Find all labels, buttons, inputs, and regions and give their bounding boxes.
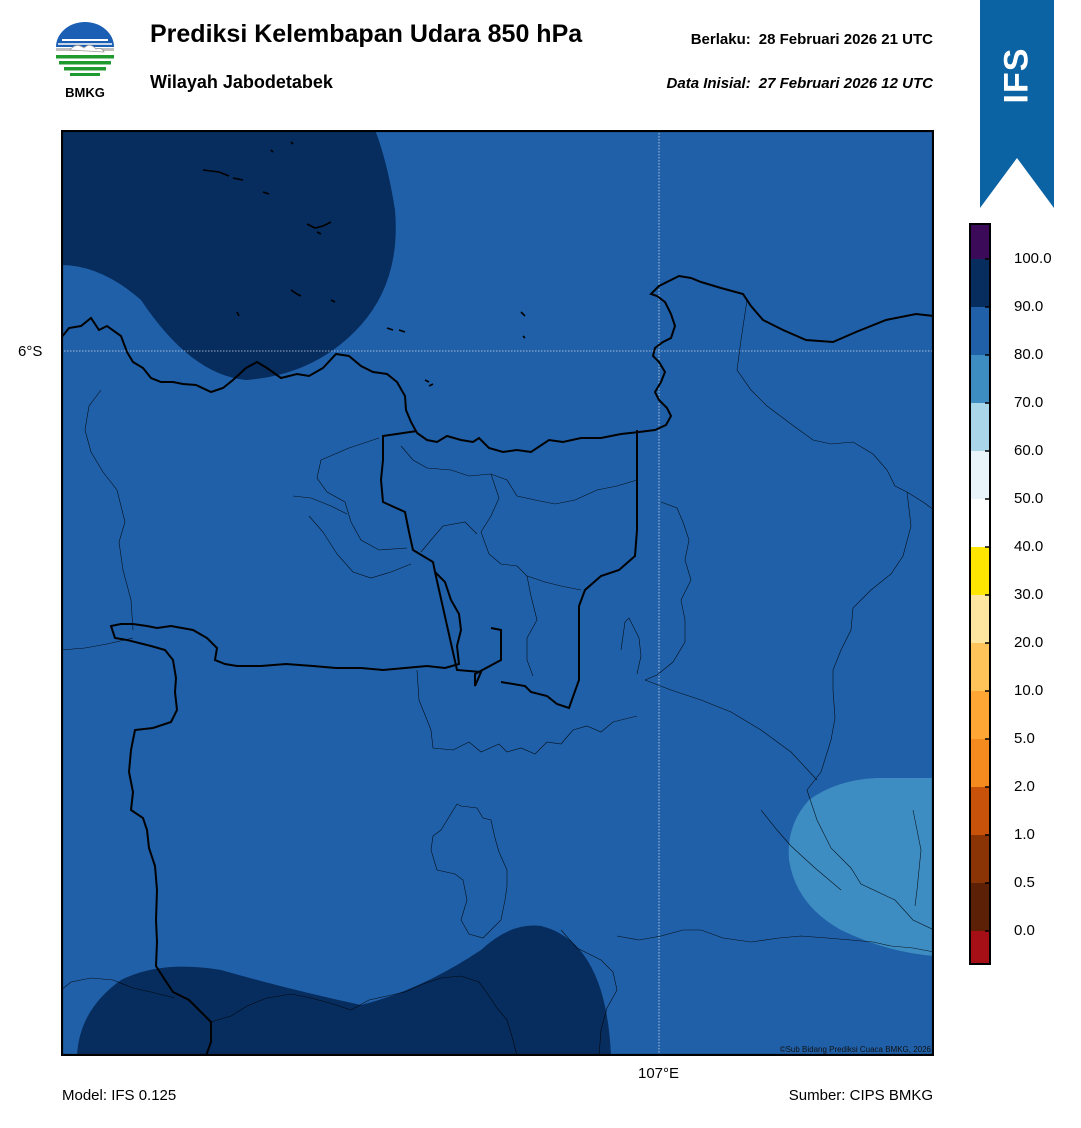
colorbar-cell [969,787,991,835]
colorbar-label: 80.0 [1014,346,1044,363]
humidity-map [60,129,935,1057]
colorbar-cell [969,499,991,547]
coastline [61,274,934,454]
bmkg-logo [52,20,118,102]
colorbar-cell [969,739,991,787]
colorbar-cell [969,259,991,307]
colorbar-cell [969,931,991,979]
ifs-ribbon [980,0,1054,210]
colorbar-label: 0.0 [1014,922,1035,939]
valid-time: Berlaku: 28 Februari 2026 21 UTC [691,31,933,48]
init-time: Data Inisial: 27 Februari 2026 12 UTC [667,75,933,92]
colorbar-cell [969,835,991,883]
colorbar-label: 90.0 [1014,298,1044,315]
valid-value: 28 Februari 2026 21 UTC [758,31,933,48]
band-70-80-east [788,778,934,956]
colorbar-cell [969,883,991,931]
map-title: Prediksi Kelembapan Udara 850 hPa [150,20,583,48]
valid-label: Berlaku: [690,31,751,48]
colorbar-label: 10.0 [1014,682,1044,699]
colorbar-label: 70.0 [1014,394,1044,411]
colorbar-cell [969,355,991,403]
colorbar-label: 100.0 [1014,250,1052,267]
source-info: Sumber: CIPS BMKG [788,1087,933,1104]
colorbar-label: 30.0 [1014,586,1044,603]
colorbar-label: 2.0 [1014,778,1035,795]
colorbar-cell [969,595,991,643]
colorbar-label: 1.0 [1014,826,1035,843]
colorbar-cell [969,307,991,355]
model-info: Model: IFS 0.125 [62,1087,177,1104]
ribbon-label: IFS [997,47,1036,103]
map-subtitle: Wilayah Jabodetabek [150,72,333,92]
colorbar-cell [969,691,991,739]
colorbar-label: 0.5 [1014,874,1035,891]
colorbar-cell [969,643,991,691]
colorbar-cell [969,547,991,595]
init-value: 27 Februari 2026 12 UTC [758,75,933,92]
init-label: Data Inisial: [666,75,751,92]
colorbar-label: 60.0 [1014,442,1044,459]
copyright-text: ©Sub Bidang Prediksi Cuaca BMKG, 2026 [779,1045,931,1054]
colorbar-label: 50.0 [1014,490,1044,507]
colorbar-cell [969,403,991,451]
province-boundary [109,430,638,1056]
colorbar-cell [969,223,991,259]
colorbar [969,223,991,979]
colorbar-label: 40.0 [1014,538,1044,555]
thousand-islands [202,141,526,387]
lon-label: 107°E [638,1065,680,1082]
colorbar-label: 5.0 [1014,730,1035,747]
colorbar-label: 20.0 [1014,634,1044,651]
lat-label: 6°S [18,343,43,360]
logo-text: BMKG [65,85,105,100]
band-90-100-north [61,130,396,380]
colorbar-cell [969,451,991,499]
regency-boundaries [61,299,934,1056]
